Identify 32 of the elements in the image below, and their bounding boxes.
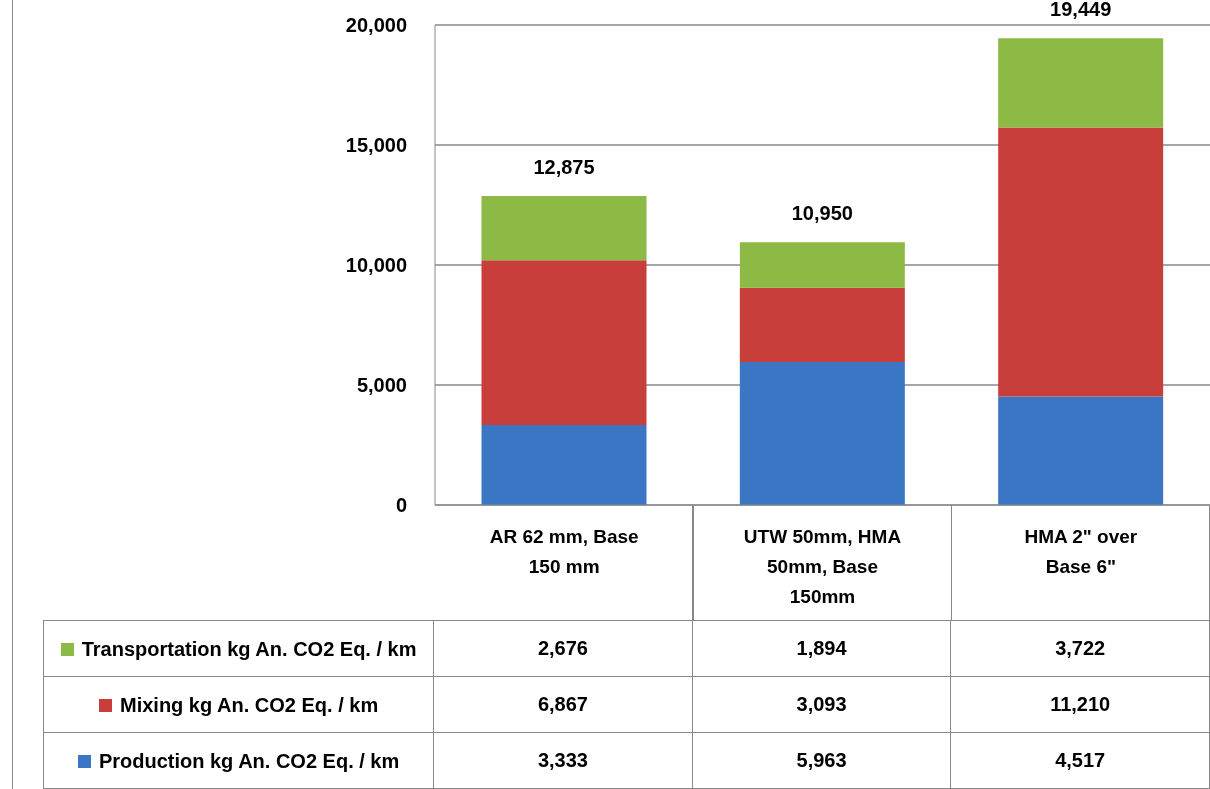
data-label: 4,517 xyxy=(950,732,1210,789)
bar xyxy=(481,425,647,505)
data-label: 5,963 xyxy=(692,732,951,789)
y-tick-label: 0 xyxy=(395,494,407,517)
data-label: 2,676 xyxy=(433,620,693,677)
bar xyxy=(481,260,647,426)
bar xyxy=(998,127,1164,397)
data-label: 3,333 xyxy=(433,732,693,789)
x-tick-label: AR 62 mm, Base 150 mm xyxy=(489,526,639,577)
data-label: 3,722 xyxy=(950,620,1210,677)
total-label: 12,875 xyxy=(533,155,595,178)
total-label: 10,950 xyxy=(791,202,853,225)
data-label: 11,210 xyxy=(950,676,1210,733)
data-label: 1,894 xyxy=(692,620,951,677)
bar xyxy=(998,396,1164,505)
total-label: 19,449 xyxy=(1050,0,1112,21)
y-tick-label: 10,000 xyxy=(345,254,407,277)
bar xyxy=(998,38,1164,128)
bar xyxy=(739,287,905,362)
y-tick-label: 20,000 xyxy=(345,14,407,37)
x-tick-label: HMA 2" over Base 6" xyxy=(1024,526,1138,577)
bar xyxy=(739,361,905,505)
data-label: 3,093 xyxy=(692,676,951,733)
y-tick-label: 15,000 xyxy=(345,134,407,157)
y-tick-label: 5,000 xyxy=(356,374,407,397)
bar xyxy=(739,242,905,288)
legend-label: Transportation kg An. CO2 Eq. / km xyxy=(43,620,434,677)
data-label: 6,867 xyxy=(433,676,693,733)
x-tick-label: UTW 50mm, HMA 50mm, Base 150mm xyxy=(743,526,902,607)
legend-label: Mixing kg An. CO2 Eq. / km xyxy=(43,676,434,733)
legend-label: Production kg An. CO2 Eq. / km xyxy=(43,732,434,789)
bar xyxy=(481,195,647,261)
